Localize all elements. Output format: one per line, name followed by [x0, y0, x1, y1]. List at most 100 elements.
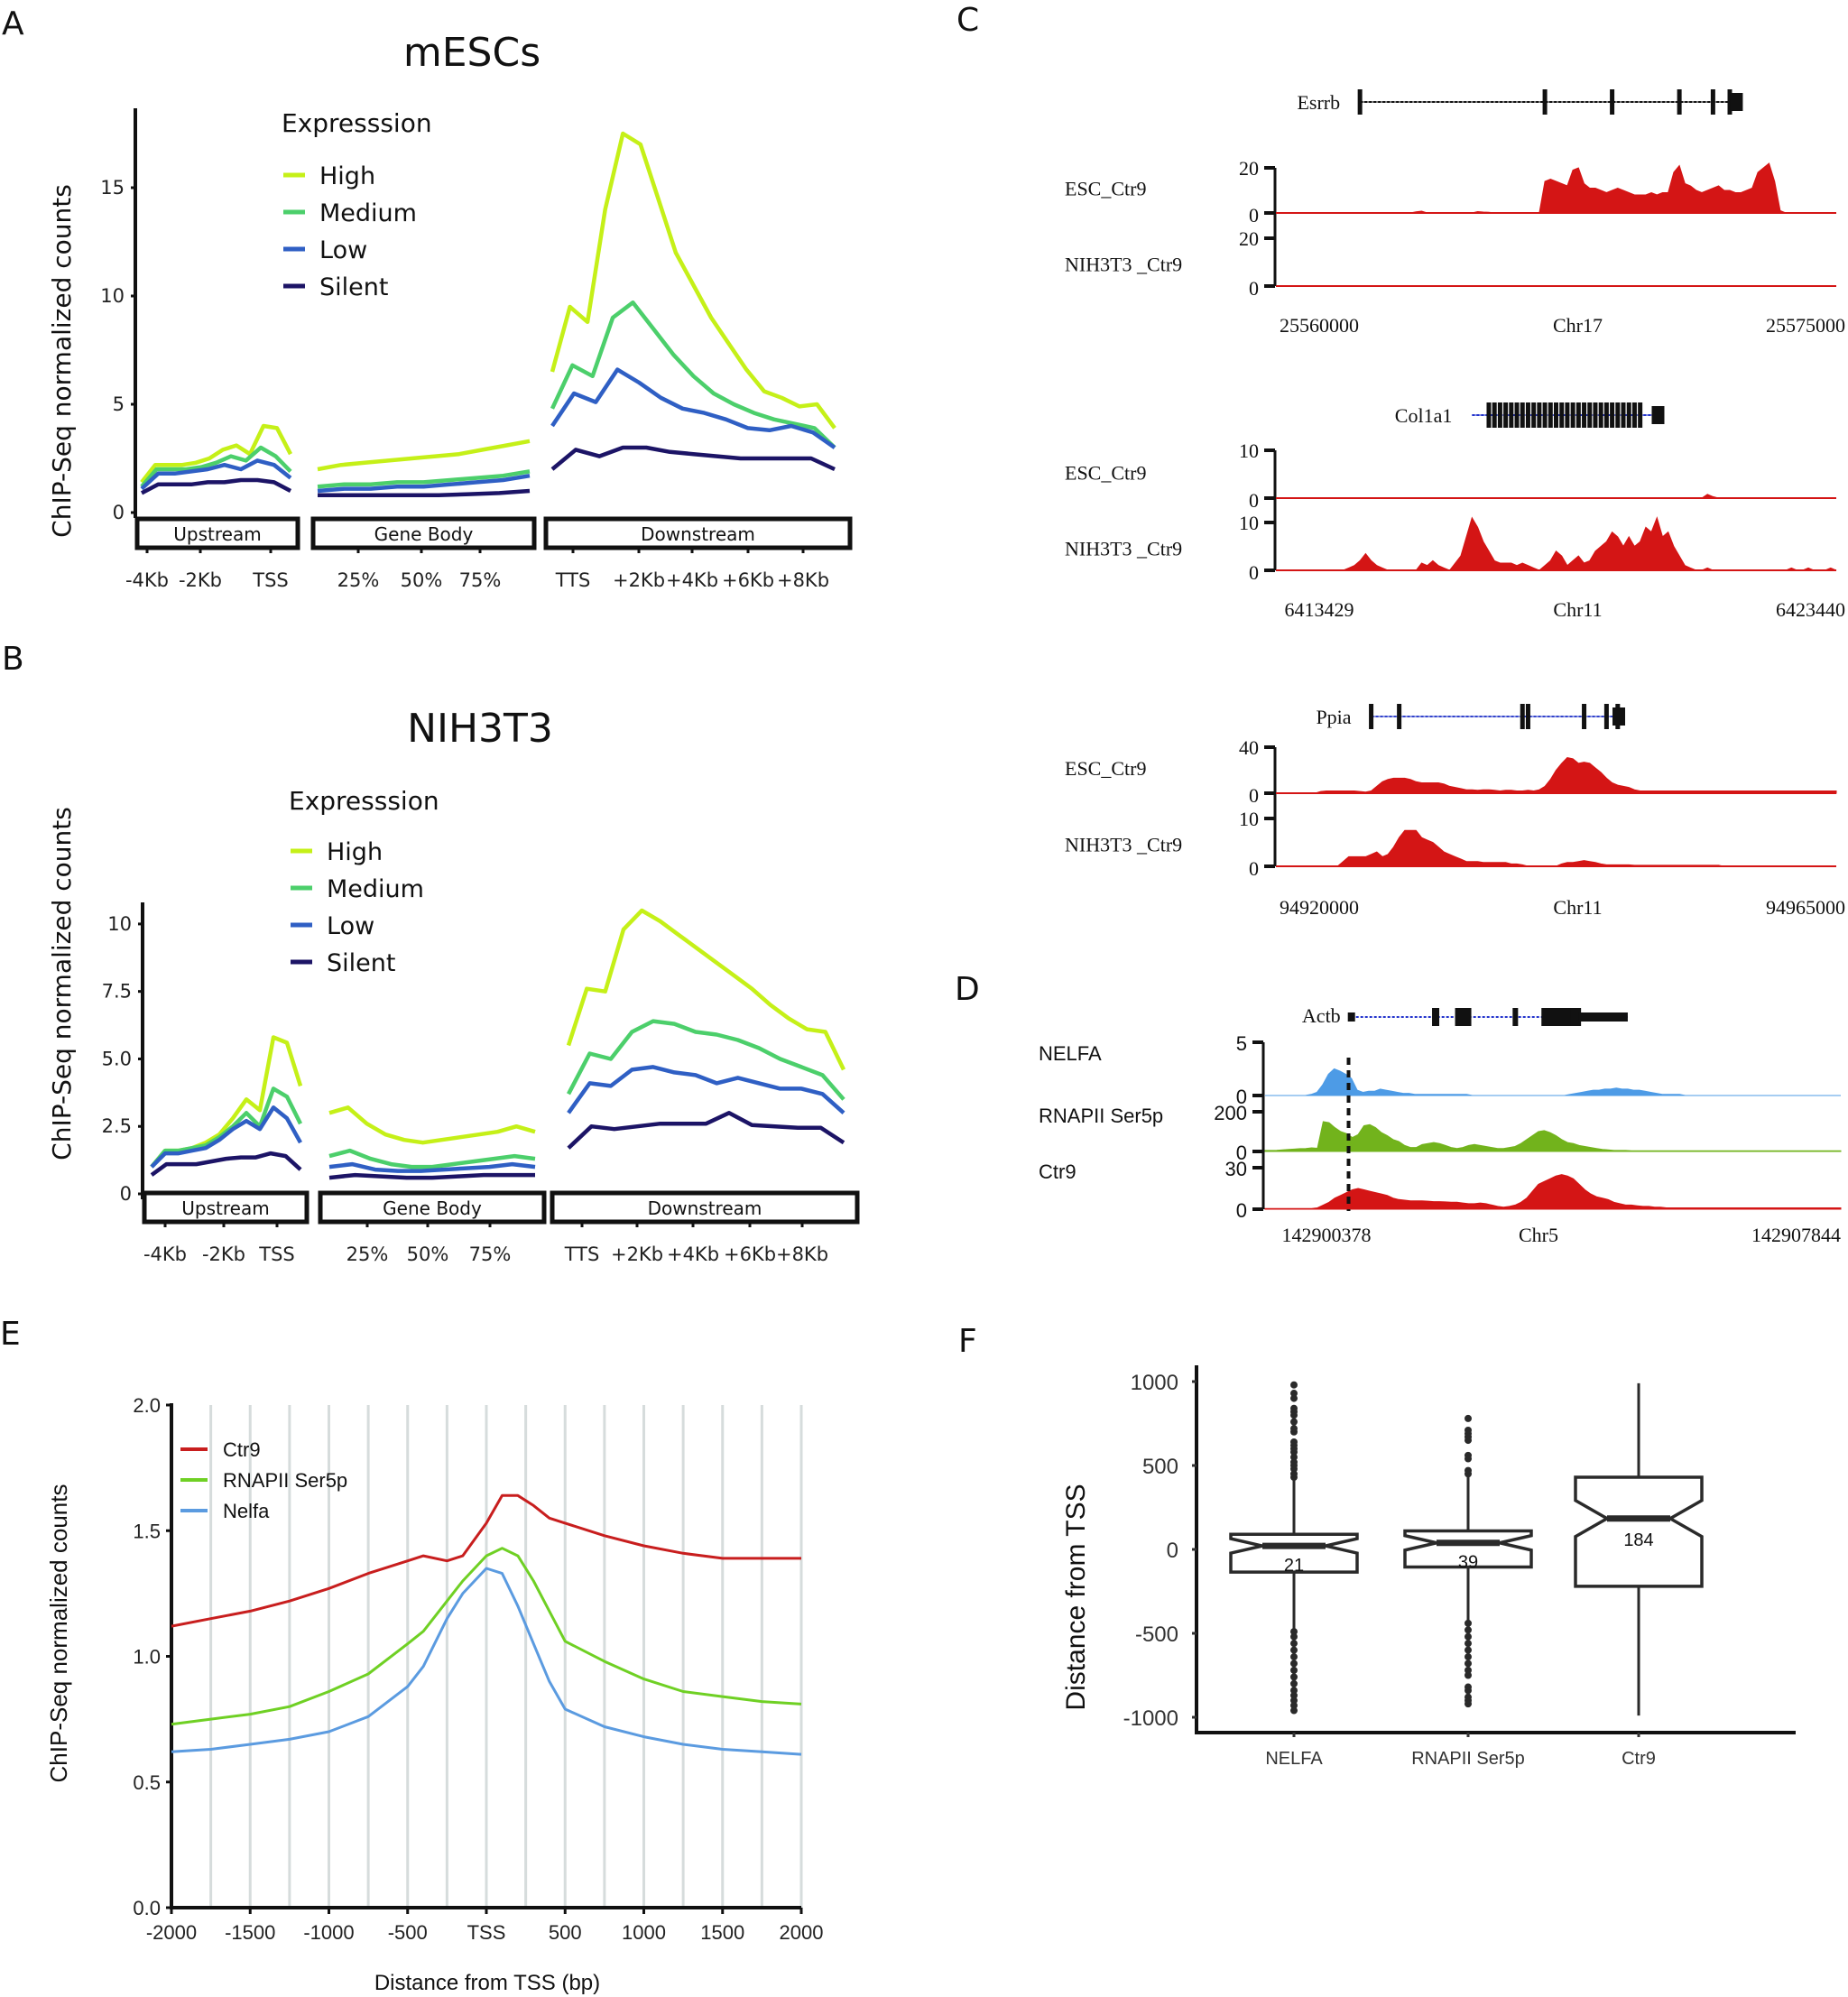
- gene-exon: [1503, 402, 1509, 428]
- series-line-rnapii-ser5p: [171, 1547, 802, 1726]
- box-rnapii-ser5p: 39 RNAPII Ser5p: [1403, 1414, 1533, 1769]
- gene-utr-block: [1578, 1012, 1628, 1022]
- y-tick-label: 10: [107, 913, 132, 935]
- track-signal-area: [1264, 1174, 1842, 1210]
- track-name-label: ESC_Ctr9: [1065, 757, 1146, 780]
- y-tick-label: 1000: [1131, 1371, 1178, 1395]
- x-tick-label: -2Kb: [202, 1244, 245, 1265]
- x-tick-label: 25%: [346, 1244, 389, 1265]
- outlier-point: [1465, 1660, 1472, 1668]
- gene-exon: [1565, 402, 1570, 428]
- series-line-high-downstream: [566, 908, 846, 1071]
- legend-label-high: High: [319, 162, 375, 190]
- x-tick-label: 1500: [700, 1921, 744, 1944]
- panel-label-a: A: [2, 5, 24, 42]
- panel-e-tss-profile: ChIP-Seq normalized counts Distance from…: [45, 1394, 823, 1995]
- outlier-point: [1465, 1466, 1472, 1475]
- gene-exon: [1497, 402, 1502, 428]
- x-tick-label: 2000: [780, 1921, 824, 1944]
- segment-label: Downstream: [641, 523, 755, 545]
- gene-exon: [1520, 402, 1525, 428]
- outlier-point: [1290, 1666, 1298, 1674]
- gene-exon: [1603, 402, 1609, 428]
- x-tick-label: -500: [388, 1921, 428, 1944]
- gene-exon: [1542, 89, 1548, 115]
- panel-a-legend-title: Expresssion: [282, 108, 432, 138]
- gene-exon: [1570, 402, 1575, 428]
- x-start-coordinate: 142900378: [1282, 1224, 1372, 1246]
- outlier-point: [1465, 1619, 1472, 1627]
- y-tick-label: 7.5: [102, 981, 132, 1003]
- legend-label: Nelfa: [223, 1500, 270, 1522]
- x-end-coordinate: 142907844: [1751, 1224, 1841, 1246]
- x-tick-label: -4Kb: [125, 569, 169, 591]
- segment-box-upstream: [142, 1190, 310, 1225]
- outlier-point: [1290, 1697, 1298, 1705]
- x-tick-label: +6Kb: [722, 569, 774, 591]
- track-zero-label: 0: [1236, 1086, 1247, 1108]
- series-line-high-downstream: [550, 131, 836, 430]
- panel-b-title: NIH3T3: [407, 706, 553, 752]
- x-start-coordinate: 94920000: [1280, 896, 1359, 919]
- x-end-coordinate: 6423440: [1776, 598, 1845, 621]
- y-tick-label: 0: [113, 502, 125, 523]
- gene-exon: [1626, 402, 1631, 428]
- track-name-label: ESC_Ctr9: [1065, 461, 1146, 484]
- series-line-low-downstream: [567, 1065, 845, 1114]
- legend-label-silent: Silent: [319, 273, 388, 301]
- outlier-point: [1290, 1425, 1298, 1433]
- track-zero-label: 0: [1249, 489, 1259, 512]
- track-signal-area: [1276, 162, 1836, 214]
- gene-exon: [1610, 89, 1615, 115]
- legend-label-medium: Medium: [327, 875, 424, 903]
- track-ymax-label: 20: [1239, 227, 1259, 250]
- legend-label-low: Low: [327, 912, 374, 940]
- segment-box-upstream: [134, 516, 300, 550]
- panel-label-d: D: [955, 971, 980, 1008]
- track-signal-area: [1276, 829, 1836, 867]
- y-tick-label: 0.5: [133, 1771, 161, 1794]
- median-label: 184: [1623, 1530, 1653, 1550]
- outlier-point: [1290, 1394, 1298, 1402]
- track-ymax-label: 200: [1214, 1102, 1247, 1124]
- outlier-point: [1465, 1626, 1472, 1634]
- outlier-point: [1465, 1653, 1472, 1661]
- outlier-point: [1290, 1673, 1298, 1681]
- legend-label: Ctr9: [223, 1438, 261, 1461]
- series-line-low-downstream: [550, 367, 836, 449]
- panel-a-y-axis-label: ChIP-Seq normalized counts: [47, 184, 77, 538]
- y-tick-label: 2.5: [102, 1115, 132, 1137]
- gene-exon: [1509, 402, 1514, 428]
- series-line-nelfa: [171, 1567, 802, 1756]
- median-label: 39: [1458, 1553, 1478, 1573]
- outlier-point: [1465, 1666, 1472, 1674]
- y-tick-label: 1.0: [133, 1646, 161, 1669]
- outlier-point: [1290, 1687, 1298, 1695]
- track-ymax-label: 40: [1239, 736, 1259, 759]
- outlier-point: [1465, 1426, 1472, 1434]
- series-line-medium-upstream: [150, 1086, 303, 1169]
- segment-box-gene-body: [310, 516, 537, 550]
- box-body: [1574, 1475, 1704, 1588]
- chromosome-label: Chr11: [1553, 896, 1602, 919]
- track-zero-label: 0: [1249, 561, 1259, 584]
- series-line-medium-upstream: [140, 445, 292, 488]
- gene-exon: [1582, 704, 1587, 729]
- series-line-low-genebody: [317, 473, 531, 494]
- track-name-label: NIH3T3 _Ctr9: [1065, 833, 1182, 855]
- gene-exon: [1554, 402, 1558, 428]
- gene-exon: [1727, 89, 1732, 115]
- outlier-point: [1290, 1628, 1298, 1636]
- gene-exon: [1520, 704, 1525, 729]
- gene-exon: [1621, 402, 1626, 428]
- box-ctr9: 184 Ctr9: [1574, 1382, 1704, 1769]
- gene-exon: [1492, 402, 1497, 428]
- y-tick-label: 2.0: [133, 1394, 161, 1417]
- series-line-medium-downstream: [567, 1019, 845, 1101]
- series-line-silent-upstream: [140, 477, 292, 495]
- chromosome-label: Chr5: [1519, 1224, 1558, 1246]
- legend-label-silent: Silent: [327, 949, 395, 977]
- outlier-point: [1290, 1640, 1298, 1648]
